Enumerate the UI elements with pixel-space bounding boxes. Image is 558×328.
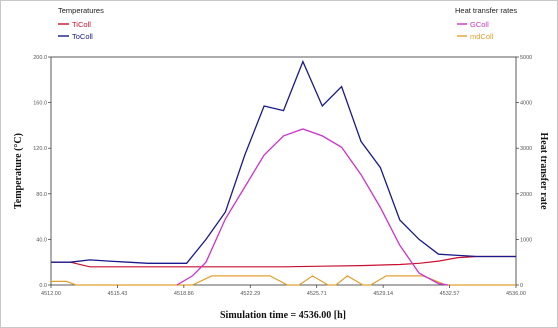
right-legend-title: Heat transfer rates — [455, 6, 517, 15]
right-y-tick-label: 1000 — [520, 237, 532, 243]
series-line-tocoll — [51, 59, 516, 264]
legend-label-ticoll: TiColl — [72, 20, 91, 29]
left-y-tick-label: 200.0 — [33, 55, 47, 61]
series-line-ticoll — [51, 255, 516, 268]
x-tick-label: 4529.14 — [373, 291, 393, 297]
right-y-tick-label: 3000 — [520, 146, 532, 152]
left-y-tick-label: 160.0 — [33, 101, 47, 107]
left-y-tick-label: 80.0 — [36, 192, 47, 198]
x-tick-label: 4536.00 — [506, 291, 526, 297]
series-line-gcoll — [176, 128, 449, 286]
x-tick-label: 4518.86 — [174, 291, 194, 297]
legend-label-tocoll: ToColl — [72, 32, 93, 41]
x-tick-label: 4525.71 — [307, 291, 327, 297]
x-tick-label: 4512.00 — [41, 291, 61, 297]
left-legend-title: Temperatures — [58, 6, 104, 15]
right-y-tick-label: 5000 — [520, 55, 532, 61]
left-y-tick-label: 0.0 — [39, 283, 47, 289]
left-y-axis-title: Temperature (°C) — [13, 133, 24, 209]
x-tick-label: 4515.43 — [107, 291, 127, 297]
x-tick-label: 4522.29 — [240, 291, 260, 297]
legend-label-gcoll: GColl — [470, 20, 489, 29]
right-y-tick-label: 2000 — [520, 192, 532, 198]
x-tick-label: 4532.57 — [440, 291, 460, 297]
x-axis-ticks: 4512.00 4515.43 4518.86 4522.29 4525.71 4529.… — [41, 285, 526, 297]
series-layer — [51, 59, 516, 286]
left-y-tick-label: 120.0 — [33, 146, 47, 152]
right-y-axis-title: Heat transfer rate — [538, 132, 549, 210]
x-axis-title: Simulation time = 4536.00 [h] — [220, 310, 346, 321]
legend-label-mdcoll: mdColl — [470, 32, 494, 41]
plot-area — [50, 56, 517, 286]
left-y-tick-label: 40.0 — [36, 237, 47, 243]
right-y-tick-label: 4000 — [520, 101, 532, 107]
series-line-mdcoll — [51, 275, 516, 286]
left-y-axis-ticks: 0.0 40.0 80.0 120.0 160.0 200.0 — [33, 55, 51, 289]
right-y-tick-label: 0 — [520, 283, 523, 289]
right-y-axis-ticks: 0 1000 2000 3000 4000 5000 — [516, 55, 532, 289]
